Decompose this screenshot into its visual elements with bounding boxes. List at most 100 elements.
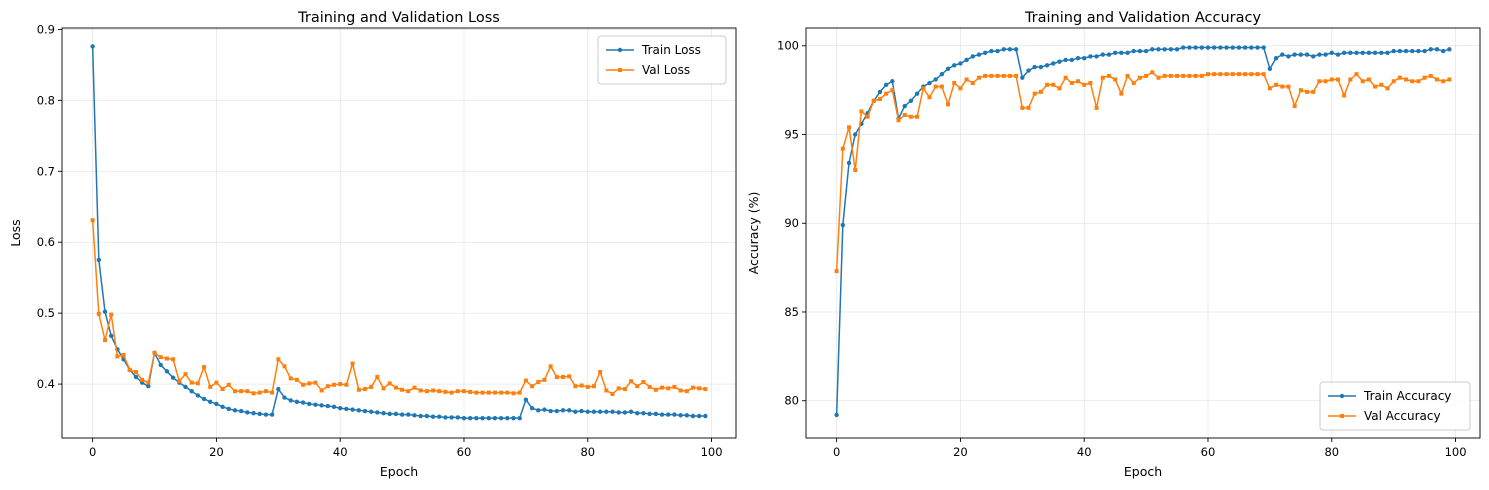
data-point: [226, 406, 231, 412]
data-point: [208, 384, 213, 389]
data-point: [1305, 89, 1310, 94]
x-tick-label: 60: [457, 445, 472, 459]
data-point: [406, 389, 411, 394]
data-point: [1348, 77, 1353, 82]
data-point: [1416, 79, 1421, 84]
data-point: [424, 389, 429, 394]
data-point: [492, 415, 498, 421]
data-point: [96, 311, 101, 316]
data-point: [1447, 77, 1452, 82]
data-point: [1020, 105, 1025, 110]
data-point: [871, 98, 876, 103]
data-point: [523, 397, 529, 402]
y-tick-label: 0.6: [37, 235, 55, 249]
data-point: [834, 269, 839, 274]
data-point: [263, 412, 269, 417]
data-point: [952, 63, 957, 68]
legend: Train Accuracy Val Accuracy: [1319, 381, 1471, 431]
data-point: [1063, 75, 1068, 80]
data-point: [560, 408, 566, 413]
data-point: [585, 384, 590, 389]
data-point: [933, 84, 938, 89]
data-point: [1106, 73, 1111, 78]
data-point: [449, 415, 454, 420]
data-point: [1403, 48, 1409, 54]
data-point: [1366, 50, 1372, 56]
data-point: [294, 399, 300, 405]
data-point: [1372, 50, 1378, 56]
data-point: [399, 412, 405, 417]
legend-box: [597, 35, 727, 85]
data-point: [1150, 47, 1155, 52]
data-point: [927, 80, 932, 86]
data-point: [573, 409, 578, 414]
data-point: [1162, 73, 1167, 78]
data-point: [1088, 81, 1093, 86]
data-point: [146, 384, 151, 389]
legend-box: [1319, 381, 1471, 431]
legend-swatch-marker: [618, 68, 622, 72]
data-point: [1168, 73, 1173, 78]
data-point: [1100, 52, 1105, 57]
data-point: [511, 391, 516, 396]
data-point: [696, 413, 702, 419]
data-point: [902, 112, 907, 117]
data-point: [834, 412, 839, 418]
data-point: [362, 408, 368, 414]
axes-frame: [61, 27, 737, 439]
data-point: [90, 44, 95, 49]
data-point: [1051, 82, 1056, 87]
data-point: [1113, 77, 1118, 82]
data-point: [486, 415, 491, 421]
data-point: [697, 386, 702, 391]
data-point: [616, 386, 621, 391]
data-point: [430, 414, 436, 419]
data-point: [1100, 75, 1105, 80]
data-point: [443, 389, 448, 394]
data-point: [96, 257, 102, 263]
data-point: [554, 408, 560, 414]
data-point: [1447, 47, 1452, 52]
data-point: [1441, 79, 1446, 84]
data-point: [964, 57, 969, 63]
data-point: [660, 385, 665, 390]
data-point: [1187, 73, 1192, 78]
data-point: [1416, 48, 1421, 54]
data-point: [338, 382, 343, 387]
data-point: [257, 390, 262, 395]
data-point: [1286, 84, 1291, 89]
data-point: [1026, 68, 1031, 73]
data-point: [666, 412, 671, 417]
data-point: [1057, 59, 1062, 64]
data-point: [653, 411, 659, 417]
data-point: [1385, 50, 1390, 56]
data-point: [325, 384, 330, 389]
x-tick-label: 40: [1077, 445, 1092, 459]
data-point: [853, 167, 858, 172]
data-point: [245, 410, 250, 415]
data-point: [672, 412, 677, 417]
data-point: [1434, 77, 1439, 82]
data-point: [1311, 89, 1316, 94]
data-point: [282, 395, 287, 400]
data-point: [356, 408, 361, 413]
data-point: [629, 379, 634, 384]
data-point: [1032, 64, 1037, 70]
data-point: [983, 73, 988, 78]
data-point: [610, 392, 615, 397]
data-point: [982, 50, 988, 56]
data-point: [1366, 77, 1371, 82]
data-point: [635, 410, 640, 416]
data-point: [269, 412, 275, 417]
data-point: [653, 387, 658, 392]
data-point: [1236, 45, 1242, 50]
data-point: [1329, 50, 1334, 56]
series-line-1: [91, 220, 706, 395]
data-point: [418, 413, 423, 419]
data-point: [1422, 75, 1427, 80]
data-point: [1205, 72, 1210, 77]
data-point: [127, 367, 132, 372]
data-point: [412, 385, 417, 390]
y-tick-label: 95: [784, 127, 799, 141]
data-point: [952, 81, 957, 86]
